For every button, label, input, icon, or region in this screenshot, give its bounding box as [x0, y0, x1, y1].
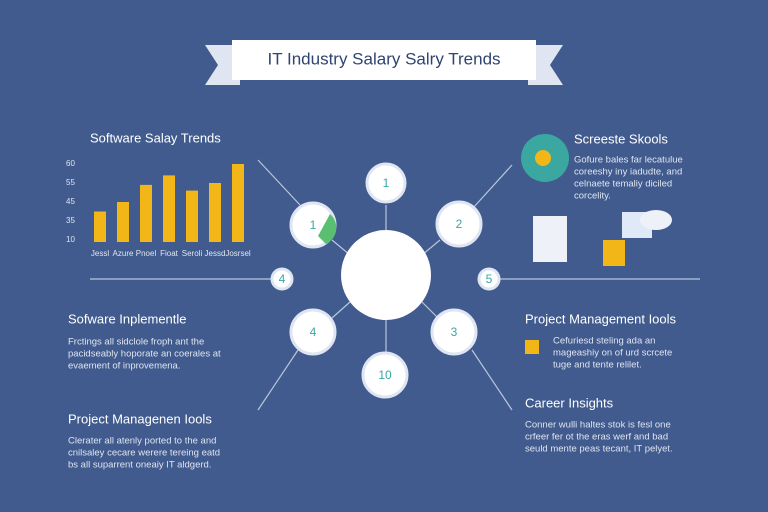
y-tick-label: 35	[66, 216, 75, 225]
section-text: crfeer fer ot the eras werf and bad	[525, 432, 668, 443]
section-text: tuge and tente relilet.	[553, 360, 642, 371]
section-text: Conner wulli haltes stok is fesl one	[525, 420, 671, 431]
icon	[603, 240, 625, 266]
node-label: 1	[383, 176, 390, 190]
node-label: 1	[310, 218, 317, 232]
node	[435, 200, 483, 248]
node	[361, 351, 409, 399]
section-text: coreeshy iny iadudte, and	[574, 167, 682, 178]
node-accent	[318, 214, 337, 244]
y-tick-label: 45	[66, 197, 75, 206]
node	[270, 267, 294, 291]
node-label: 2	[456, 217, 463, 231]
banner: IT Industry Salary Salry Trends	[205, 40, 563, 85]
x-tick-label: Pnoel	[136, 249, 157, 258]
section-text: pacidseably hoporate an coerales at	[68, 349, 221, 360]
bar	[163, 175, 175, 242]
node	[365, 162, 407, 204]
section-title: Screeste Skools	[574, 131, 668, 146]
bar	[140, 184, 152, 242]
node-label: 10	[378, 368, 392, 382]
node	[477, 267, 501, 291]
y-tick-label: 10	[66, 235, 75, 244]
node-label: 4	[310, 325, 317, 339]
center-circle	[341, 230, 431, 320]
x-tick-label: Fioat	[160, 249, 179, 258]
x-tick-label: Jessd	[205, 249, 226, 258]
section-text: Frctings all sidclole froph ant the	[68, 337, 204, 348]
icon	[640, 210, 672, 230]
bar	[94, 211, 106, 242]
section-text: mageashiy on of urd scrcete	[553, 348, 672, 359]
section-text: seuld mente peas tecant, IT pelyet.	[525, 444, 673, 455]
bar	[117, 202, 129, 242]
node-label: 4	[279, 272, 286, 286]
bar	[232, 164, 244, 242]
section-text: corcelity.	[574, 191, 611, 202]
node-label: 3	[451, 325, 458, 339]
section-title: Project Management Iools	[525, 311, 677, 326]
chart-title: Software Salay Trends	[90, 130, 221, 145]
section-text: Clerater all atenly ported to the and	[68, 436, 216, 447]
section-text: Gofure bales far lecatulue	[574, 155, 683, 166]
icon	[535, 150, 551, 166]
y-tick-label: 60	[66, 159, 75, 168]
section-text: evaement of inprovemena.	[68, 361, 180, 372]
section-text: Cefuriesd steling ada an	[553, 336, 655, 347]
y-tick-label: 55	[66, 178, 75, 187]
title: IT Industry Salary Salry Trends	[267, 49, 500, 68]
section-text: celnaete temaliy diciled	[574, 179, 672, 190]
x-tick-label: Azure	[113, 249, 134, 258]
section-text: bs all suparrent oneaiy IT aldgerd.	[68, 460, 211, 471]
icon	[525, 340, 539, 354]
section-title: Career Insights	[525, 395, 614, 410]
bar	[209, 183, 221, 242]
x-tick-label: Jessl	[91, 249, 109, 258]
node	[289, 308, 337, 356]
section-title: Sofware Inplementle	[68, 311, 187, 326]
node	[430, 308, 478, 356]
node-label: 5	[486, 272, 493, 286]
x-tick-label: Josrsel	[225, 249, 251, 258]
bar	[186, 190, 198, 242]
icon	[533, 216, 567, 262]
section-title: Project Managenen Iools	[68, 411, 212, 426]
x-tick-label: Seroli	[182, 249, 203, 258]
section-text: cnilsaley cecare werere tereing eatd	[68, 448, 220, 459]
connectors	[90, 159, 700, 411]
